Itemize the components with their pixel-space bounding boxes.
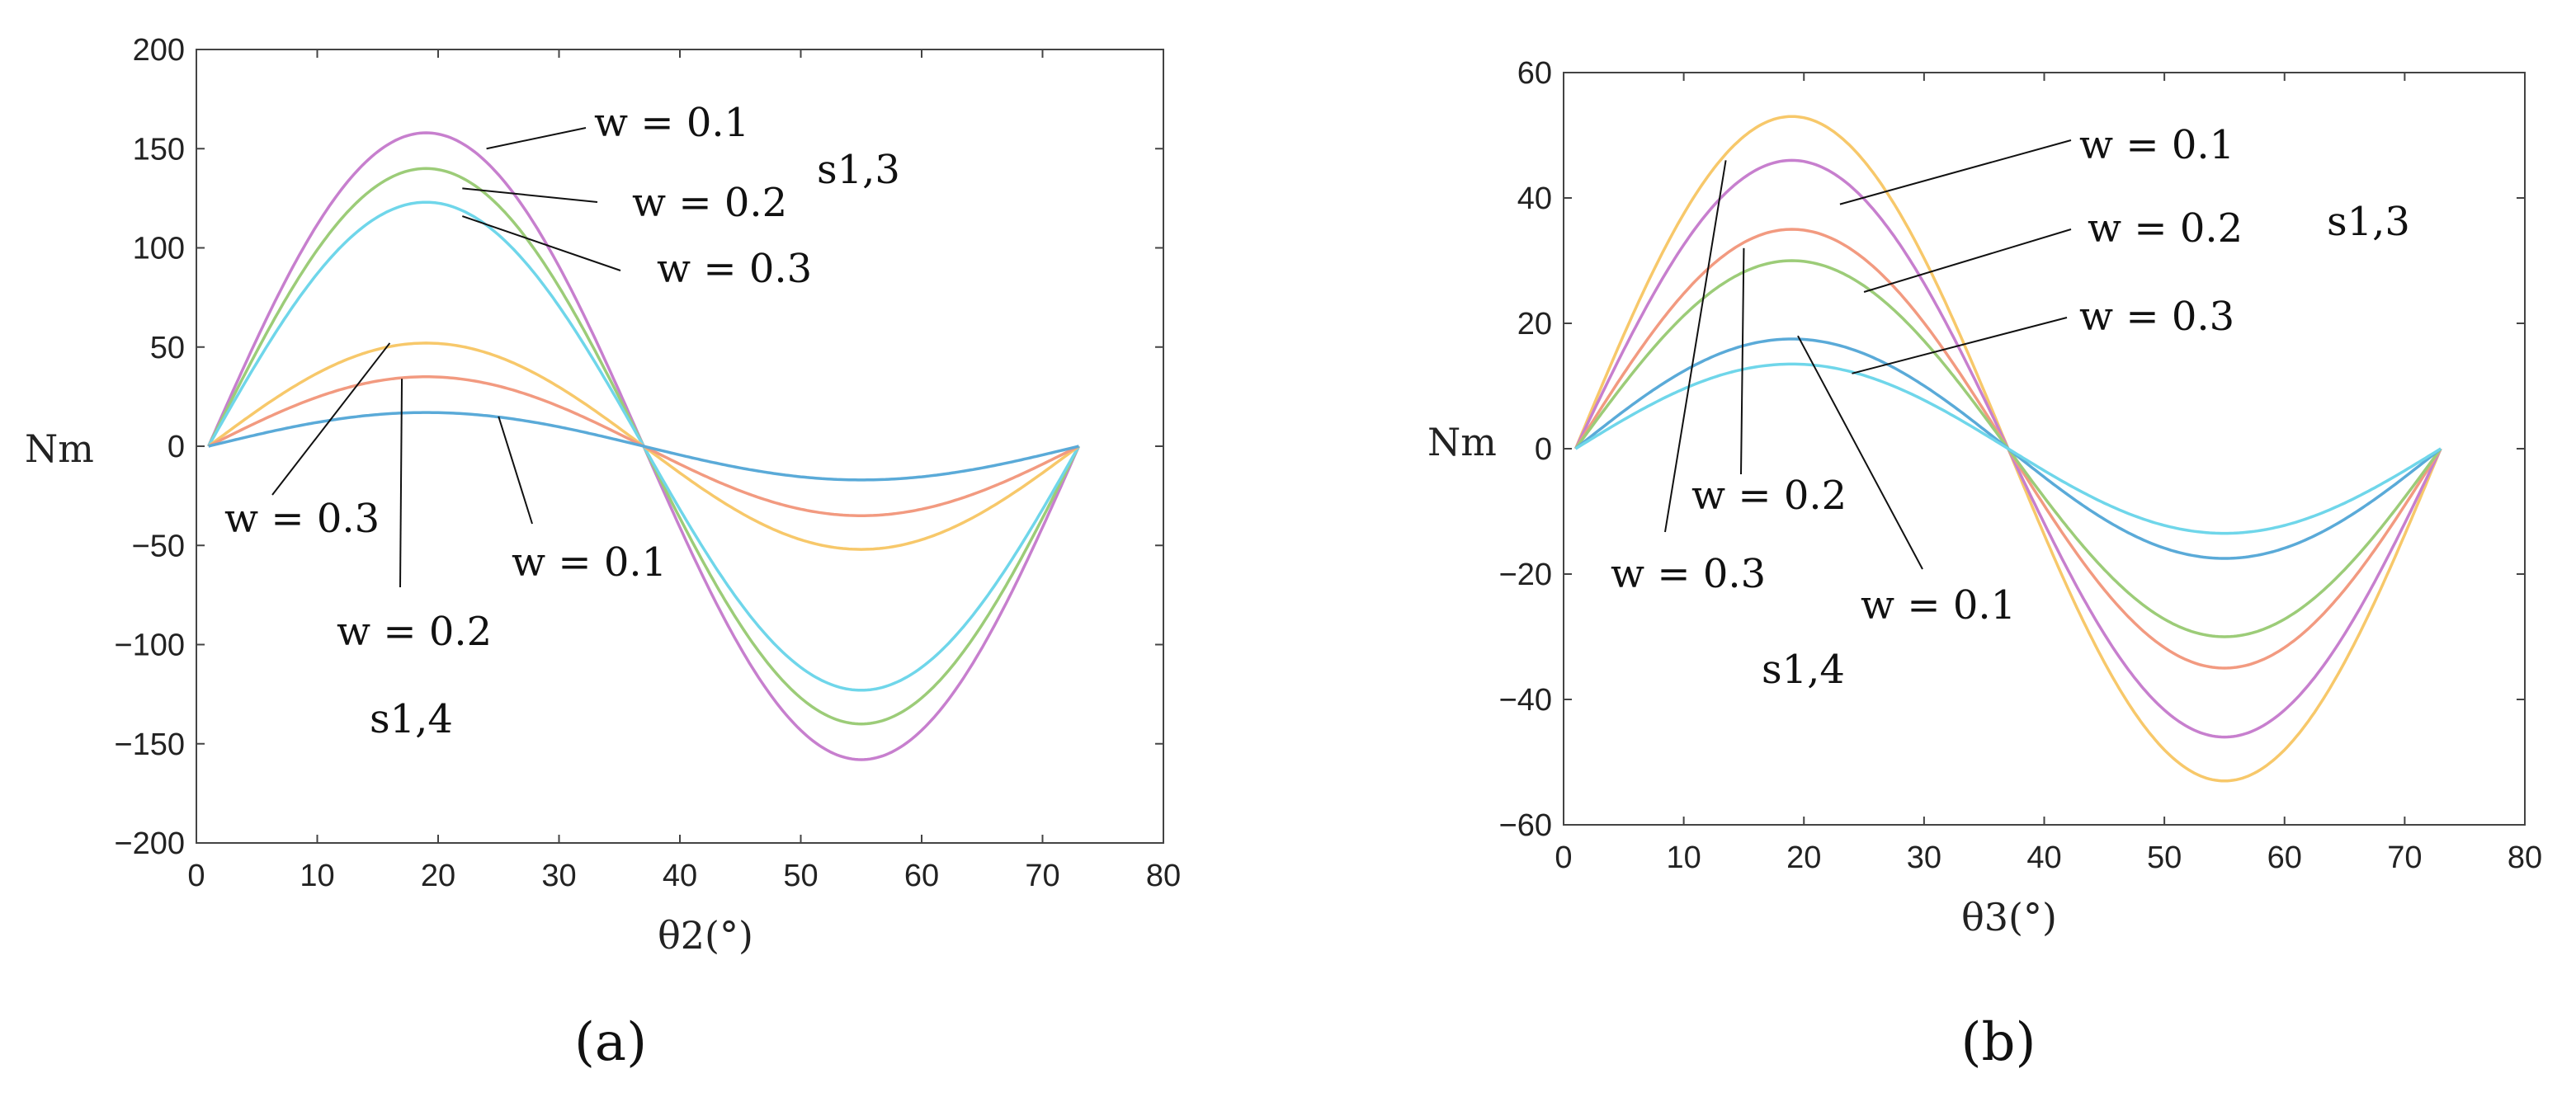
y-tick-label: 150 <box>133 132 185 167</box>
group-label: s1,3 <box>817 147 900 193</box>
x-tick-label: 0 <box>187 859 205 893</box>
x-tick-label: 20 <box>1786 840 1821 875</box>
y-axis-label: Nm <box>1427 420 1497 464</box>
annotation-label: w = 0.2 <box>337 609 492 655</box>
y-tick-label: 0 <box>167 430 185 464</box>
x-tick-label: 60 <box>904 859 939 893</box>
annotation-leader <box>1839 139 2072 205</box>
x-tick-label: 40 <box>663 859 697 893</box>
y-tick-label: 20 <box>1517 307 1552 341</box>
annotation-leader <box>461 215 621 271</box>
plot-frame <box>1563 72 2526 826</box>
panel-label: (a) <box>574 1012 647 1073</box>
y-tick-label: 50 <box>150 331 185 365</box>
series-line-6 <box>208 411 1079 482</box>
group-label: s1,4 <box>370 696 453 742</box>
x-tick-label: 30 <box>1907 840 1941 875</box>
y-tick-label: −60 <box>1499 808 1552 843</box>
x-tick-label: 30 <box>541 859 576 893</box>
x-tick-label: 10 <box>1666 840 1701 875</box>
annotation-label: w = 0.1 <box>594 100 749 146</box>
y-tick-label: −100 <box>114 629 185 663</box>
x-tick-label: 80 <box>1146 859 1181 893</box>
annotation-leader <box>1852 317 2068 374</box>
annotation-label: w = 0.1 <box>1861 582 2016 629</box>
annotation-label: w = 0.3 <box>2079 294 2234 340</box>
group-label: s1,4 <box>1762 647 1845 693</box>
annotation-label: w = 0.2 <box>2088 205 2243 252</box>
x-tick-label: 20 <box>421 859 455 893</box>
y-tick-label: 40 <box>1517 181 1552 216</box>
chart-panel-a: 0 10 20 30 40 50 60 70 80 200 150 100 50 0 −50 −100 −150… <box>25 33 1181 1073</box>
x-tick-label: 50 <box>783 859 818 893</box>
y-tick-label: −20 <box>1499 558 1552 592</box>
annotation-label: w = 0.3 <box>224 496 380 542</box>
annotation-leader <box>498 416 533 525</box>
annotation-label: w = 0.1 <box>512 539 667 586</box>
x-tick-label: 40 <box>2026 840 2061 875</box>
annotation-leader <box>486 127 587 150</box>
annotation-leader <box>271 342 391 496</box>
y-tick-label: −40 <box>1499 683 1552 718</box>
x-tick-label: 0 <box>1555 840 1572 875</box>
x-tick-label: 50 <box>2147 840 2182 875</box>
chart-panel-b: 0 10 20 30 40 50 60 70 80 60 40 20 0 −20 −40 −60 w = 0.1… <box>1427 56 2542 1073</box>
annotation-leader <box>399 379 403 588</box>
y-tick-label: −200 <box>114 826 185 861</box>
x-axis-label: θ2(°) <box>658 913 753 958</box>
x-tick-label: 70 <box>1025 859 1059 893</box>
annotation-leader <box>1797 335 1923 570</box>
series-line-6 <box>1574 362 2442 535</box>
y-tick-label: 100 <box>133 232 185 266</box>
annotation-leader <box>462 187 598 203</box>
annotation-leader <box>1863 228 2072 293</box>
annotation-leader <box>1740 247 1745 475</box>
x-tick-label: 60 <box>2267 840 2302 875</box>
y-tick-label: −150 <box>114 727 185 762</box>
y-tick-label: 60 <box>1517 56 1552 91</box>
x-tick-label: 70 <box>2387 840 2422 875</box>
y-tick-label: 200 <box>133 33 185 68</box>
plot-frame <box>196 49 1164 844</box>
y-axis-label: Nm <box>25 426 94 471</box>
x-tick-label: 80 <box>2508 840 2542 875</box>
annotation-label: w = 0.2 <box>632 180 787 226</box>
x-tick-label: 10 <box>300 859 334 893</box>
annotation-label: w = 0.2 <box>1691 473 1847 519</box>
x-axis-label: θ3(°) <box>1961 895 2057 939</box>
annotation-label: w = 0.1 <box>2079 122 2234 168</box>
y-tick-label: 0 <box>1535 432 1552 467</box>
panel-label: (b) <box>1961 1012 2036 1073</box>
annotation-leader <box>1664 160 1727 533</box>
annotation-label: w = 0.3 <box>657 246 812 292</box>
annotation-label: w = 0.3 <box>1611 551 1766 597</box>
group-label: s1,3 <box>2327 199 2410 245</box>
y-tick-label: −50 <box>132 529 185 563</box>
